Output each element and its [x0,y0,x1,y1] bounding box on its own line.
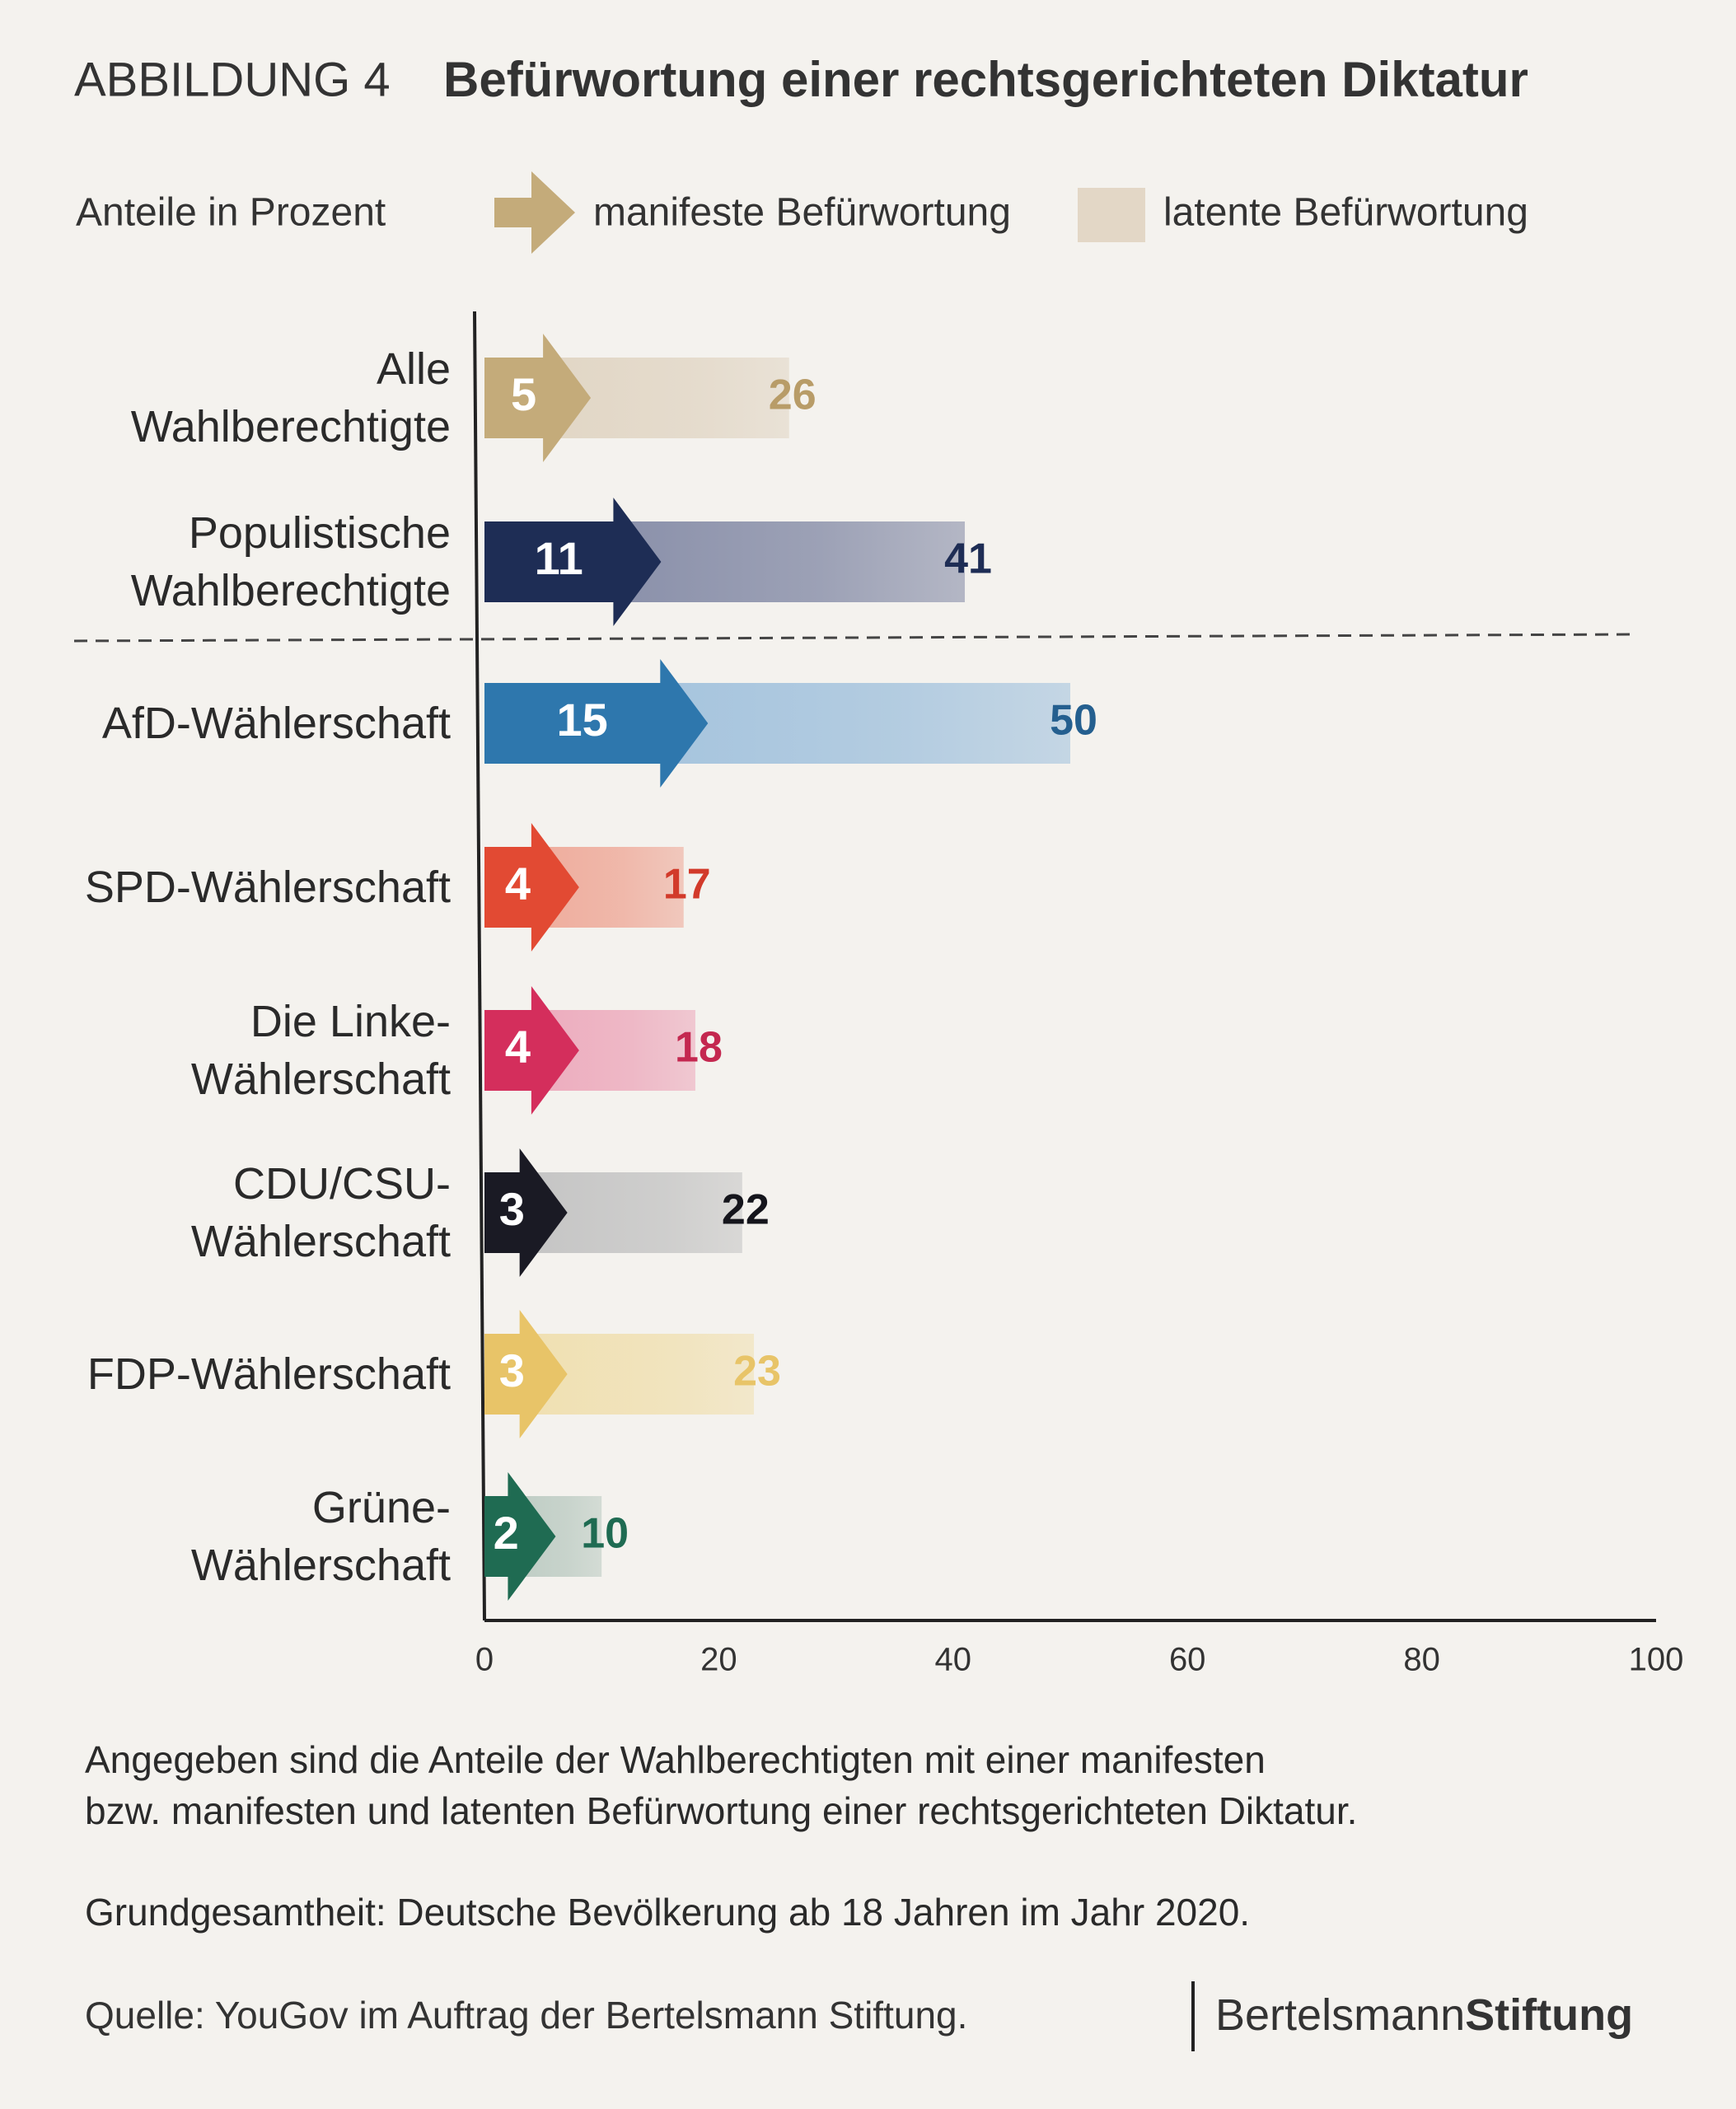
value-label: 2 [494,1507,519,1559]
value-label: 4 [505,1021,531,1073]
bar-manifest [484,1472,556,1601]
category-label: Alle Wahlberechtigte [130,344,451,451]
value-label: 3 [499,1183,525,1235]
bar-manifest [484,1148,568,1277]
source: Quelle: YouGov im Auftrag der Bertelsman… [85,1994,967,2037]
bar-manifest [484,334,592,462]
legend-arrow [494,171,575,254]
legend-swatch [1078,188,1145,242]
chart-title: Befürwortung einer rechtsgerichteten Dik… [443,52,1528,107]
value-label: 10 [581,1510,629,1558]
category-label: SPD-Wählerschaft [84,863,451,912]
value-label: 5 [511,368,536,420]
bar-manifest [484,986,579,1115]
x-tick-label: 60 [1169,1642,1206,1678]
bar-manifest [484,659,709,788]
category-label: CDU/CSU- Wählerschaft [190,1159,451,1266]
bar-manifest [484,823,579,952]
x-tick-label: 20 [700,1642,737,1678]
brand: BertelsmannStiftung [1215,1990,1633,2040]
brand-part: Stiftung [1465,1990,1633,2040]
note: Angegeben sind die Anteile der Wahlberec… [85,1738,1358,1832]
separator [73,633,1636,643]
x-tick-label: 80 [1403,1642,1440,1678]
legend-label: latente Befürwortung [1163,191,1528,235]
value-label: 4 [505,858,531,910]
bar-manifest [484,498,662,626]
note: Grundgesamtheit: Deutsche Bevölkerung ab… [85,1891,1251,1934]
x-tick-label: 0 [475,1642,494,1678]
category-label: Grüne- Wählerschaft [190,1483,451,1590]
value-label: 23 [733,1348,781,1396]
value-label: 26 [769,372,817,419]
value-label: 22 [722,1186,770,1234]
value-label: 15 [557,694,608,746]
value-label: 3 [499,1344,525,1396]
category-label: AfD-Wählerschaft [101,699,451,748]
y-axis [473,311,486,1621]
brand-part: Bertelsmann [1215,1990,1465,2040]
x-tick-label: 40 [935,1642,972,1678]
figure-label: ABBILDUNG 4 [74,53,391,106]
value-label: 18 [675,1024,723,1072]
x-tick-label: 100 [1629,1642,1684,1678]
legend-label: manifeste Befürwortung [593,191,1011,235]
value-label: 17 [663,861,711,909]
value-label: 11 [535,532,583,584]
subtitle: Anteile in Prozent [76,191,386,235]
category-label: FDP-Wählerschaft [87,1349,451,1399]
value-label: 41 [944,535,992,583]
value-label: 50 [1050,697,1097,745]
bar-manifest [484,1310,568,1438]
category-label: Populistische Wahlberechtigte [130,508,451,615]
category-label: Die Linke- Wählerschaft [190,997,451,1104]
